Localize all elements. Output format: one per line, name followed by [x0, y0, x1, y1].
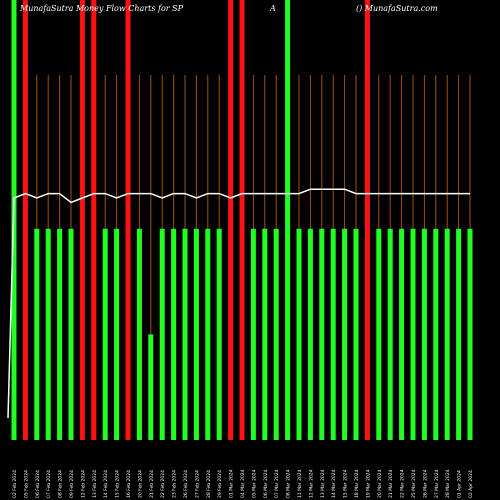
outflow-bar — [22, 0, 28, 440]
x-tick-label: 04 Mar 2024 — [240, 469, 246, 498]
inflow-bar — [193, 228, 199, 440]
x-tick-label: 28 Mar 2024 — [445, 469, 451, 498]
x-tick-label: 18 Mar 2024 — [354, 469, 360, 498]
outflow-bar — [79, 0, 85, 440]
x-tick-label: 01 Mar 2024 — [229, 469, 235, 498]
x-tick-label: 06 Mar 2024 — [263, 469, 269, 498]
inflow-bar — [216, 228, 222, 440]
inflow-bar — [296, 228, 302, 440]
x-tick-label: 09 Feb 2024 — [69, 470, 75, 498]
x-tick-label: 16 Feb 2024 — [126, 470, 132, 498]
x-tick-label: 13 Feb 2024 — [92, 470, 98, 498]
inflow-bar — [421, 228, 427, 440]
x-tick-label: 21 Feb 2024 — [149, 470, 155, 498]
x-tick-label: 07 Feb 2024 — [46, 470, 52, 498]
inflow-bar — [262, 228, 268, 440]
inflow-bar — [376, 228, 382, 440]
inflow-bar — [330, 228, 336, 440]
inflow-bar — [34, 228, 40, 440]
x-tick-label: 05 Mar 2024 — [251, 469, 257, 498]
x-tick-label: 12 Mar 2024 — [308, 469, 314, 498]
x-tick-label: 29 Feb 2024 — [217, 470, 223, 498]
x-tick-label: 22 Feb 2024 — [160, 470, 166, 498]
outflow-bar — [125, 0, 131, 440]
x-tick-label: 14 Feb 2024 — [103, 470, 109, 498]
x-tick-label: 26 Feb 2024 — [183, 470, 189, 498]
inflow-bar — [285, 0, 291, 440]
inflow-bar — [114, 228, 120, 440]
inflow-bar — [410, 228, 416, 440]
inflow-bar — [57, 228, 63, 440]
inflow-bar — [273, 228, 279, 440]
x-tick-label: 08 Feb 2024 — [58, 470, 64, 498]
x-tick-label: 22 Mar 2024 — [400, 469, 406, 498]
x-tick-label: 14 Mar 2024 — [331, 469, 337, 498]
outflow-bar — [228, 0, 234, 440]
inflow-bar — [250, 228, 256, 440]
x-tick-label: 28 Feb 2024 — [206, 470, 212, 498]
x-tick-label: 15 Feb 2024 — [115, 470, 121, 498]
bars — [11, 0, 473, 440]
inflow-bar — [353, 228, 359, 440]
inflow-bar — [387, 228, 393, 440]
x-tick-label: 06 Feb 2024 — [35, 470, 41, 498]
chart-title-symbol: A — [270, 4, 276, 13]
inflow-bar — [444, 228, 450, 440]
chart-title: MunafaSutra Money Flow Charts for SP — [20, 4, 183, 13]
x-tick-label: 27 Feb 2024 — [194, 470, 200, 498]
x-tick-label: 12 Feb 2024 — [80, 470, 86, 498]
x-tick-label: 05 Feb 2024 — [23, 470, 29, 498]
inflow-bar — [136, 228, 142, 440]
inflow-bar — [159, 228, 165, 440]
outflow-bar — [91, 0, 97, 440]
inflow-bar — [467, 228, 473, 440]
x-tick-label: 26 Mar 2024 — [422, 469, 428, 498]
x-tick-label: 20 Feb 2024 — [137, 470, 143, 498]
outflow-bar — [364, 0, 370, 440]
x-tick-label: 07 Mar 2024 — [274, 469, 280, 498]
inflow-bar — [68, 228, 74, 440]
inflow-bar — [205, 228, 211, 440]
inflow-bar — [102, 228, 108, 440]
x-tick-label: 13 Mar 2024 — [320, 469, 326, 498]
inflow-bar — [433, 228, 439, 440]
outflow-bar — [239, 0, 245, 440]
x-tick-label: 23 Feb 2024 — [172, 470, 178, 498]
x-tick-label: 01 Apr 2024 — [457, 470, 463, 498]
inflow-bar — [45, 228, 51, 440]
inflow-bar — [456, 228, 462, 440]
x-tick-label: 27 Mar 2024 — [434, 469, 440, 498]
x-tick-label: 25 Mar 2024 — [411, 469, 417, 498]
x-tick-label: 02 Apr 2024 — [468, 470, 474, 498]
x-tick-labels: 02 Feb 2024 05 Feb 2024 06 Feb 2024 07 Feb … — [12, 469, 474, 498]
x-tick-label: 08 Mar 2024 — [286, 469, 292, 498]
x-tick-label: 11 Mar 2024 — [297, 469, 303, 498]
x-tick-label: 20 Mar 2024 — [377, 469, 383, 498]
inflow-bar — [171, 228, 177, 440]
money-flow-line — [7, 188, 470, 419]
brand-watermark: () MunafaSutra.com — [356, 4, 438, 13]
inflow-bar — [182, 228, 188, 440]
x-tick-label: 21 Mar 2024 — [388, 469, 394, 498]
x-tick-label: 02 Feb 2024 — [12, 470, 18, 498]
x-tick-label: 15 Mar 2024 — [343, 469, 349, 498]
inflow-bar — [342, 228, 348, 440]
inflow-bar — [319, 228, 325, 440]
inflow-bar — [307, 228, 313, 440]
inflow-bar — [148, 334, 154, 440]
x-tick-label: 19 Mar 2024 — [365, 469, 371, 498]
inflow-bar — [399, 228, 405, 440]
